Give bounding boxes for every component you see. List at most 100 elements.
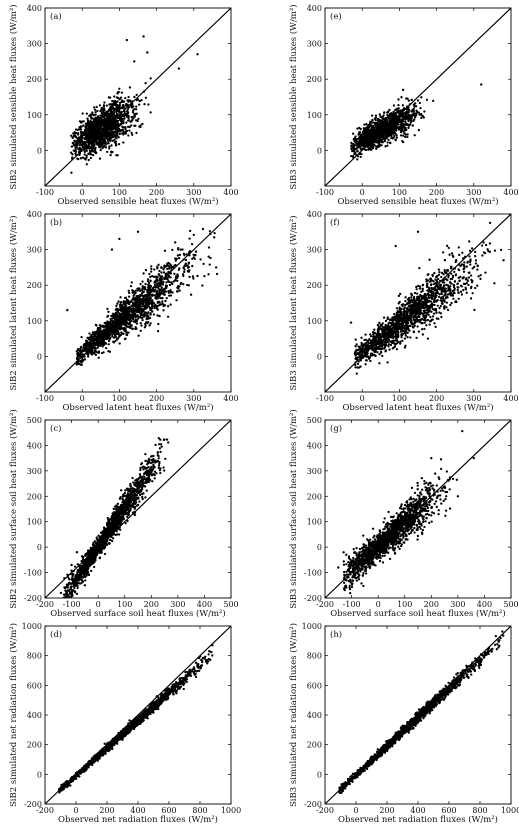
data-point (94, 330, 97, 334)
data-point (407, 99, 410, 102)
data-point (104, 346, 108, 350)
data-point (83, 142, 86, 145)
data-point (377, 130, 380, 134)
data-point (445, 244, 449, 247)
data-point (413, 114, 417, 117)
data-point (379, 115, 382, 118)
data-point (178, 256, 181, 260)
data-point (137, 117, 140, 121)
data-point (371, 331, 375, 334)
data-point (389, 131, 392, 134)
data-point (393, 127, 396, 130)
x-tick-label: 200 (149, 188, 164, 197)
data-point (119, 296, 122, 299)
data-point (115, 313, 118, 317)
data-point (420, 328, 424, 331)
data-point (133, 297, 137, 300)
data-point (104, 342, 108, 345)
data-point (109, 116, 112, 119)
data-point (116, 129, 119, 132)
data-point (199, 258, 202, 261)
data-point (104, 117, 108, 121)
data-point (371, 121, 375, 124)
data-point (364, 333, 367, 336)
data-point (378, 321, 381, 324)
data-point (415, 110, 419, 113)
data-point (432, 99, 435, 103)
data-point (92, 121, 95, 124)
data-point (162, 280, 165, 284)
data-point (88, 132, 92, 136)
data-point (84, 136, 87, 139)
data-point (449, 285, 452, 288)
data-point (107, 323, 111, 326)
data-point (403, 131, 406, 135)
data-point (354, 345, 357, 348)
data-point (118, 132, 121, 136)
y-axis-title: SiB2 simulated sensible heat fluxes (W/m… (8, 4, 19, 189)
x-tick-label: 0 (80, 394, 85, 403)
data-point (146, 280, 150, 283)
data-point (381, 119, 384, 122)
data-point (380, 134, 383, 137)
data-point (469, 274, 473, 277)
data-point (420, 116, 423, 120)
data-point (82, 131, 85, 134)
data-point (83, 153, 86, 156)
data-point (123, 309, 127, 312)
data-point (129, 285, 133, 288)
data-point (104, 321, 108, 324)
data-point (181, 248, 184, 251)
data-point (89, 335, 92, 338)
data-point (96, 117, 100, 120)
data-point (141, 122, 144, 126)
data-point (352, 150, 356, 153)
data-point (130, 131, 133, 135)
data-point (105, 114, 108, 117)
data-point (378, 134, 381, 137)
data-point (79, 347, 82, 350)
data-point (369, 144, 372, 147)
data-point (149, 322, 152, 325)
y-tick-label: 0 (317, 146, 322, 155)
data-point (108, 109, 111, 112)
data-point (419, 106, 422, 110)
data-point (144, 288, 147, 291)
data-point (381, 138, 384, 141)
data-point (179, 282, 182, 286)
data-point (146, 299, 149, 302)
data-point (391, 137, 394, 140)
data-point (100, 118, 103, 122)
data-point (82, 349, 85, 353)
data-point (404, 344, 407, 347)
data-point (149, 284, 152, 287)
outlier-point (133, 60, 136, 63)
y-tick-label: 200 (27, 75, 42, 84)
data-point (156, 329, 160, 333)
data-point (354, 153, 357, 156)
data-point (401, 119, 405, 123)
data-point (149, 313, 152, 316)
data-point (181, 273, 185, 276)
data-point (111, 335, 114, 338)
data-point (137, 288, 140, 291)
data-point (443, 270, 446, 273)
data-point (163, 264, 166, 267)
data-point (144, 268, 148, 272)
data-point (374, 114, 378, 117)
outlier-point (480, 83, 483, 86)
data-point (134, 124, 137, 127)
data-point (141, 308, 145, 311)
data-point (192, 233, 195, 237)
data-point (394, 132, 397, 136)
data-point (122, 122, 125, 125)
plot-frame (324, 7, 512, 187)
data-point (166, 315, 170, 318)
data-point (126, 125, 130, 128)
data-point (74, 135, 78, 139)
data-point (421, 333, 425, 336)
data-point (393, 114, 397, 117)
data-point (95, 105, 98, 109)
data-point (122, 130, 125, 133)
data-point (99, 332, 102, 335)
